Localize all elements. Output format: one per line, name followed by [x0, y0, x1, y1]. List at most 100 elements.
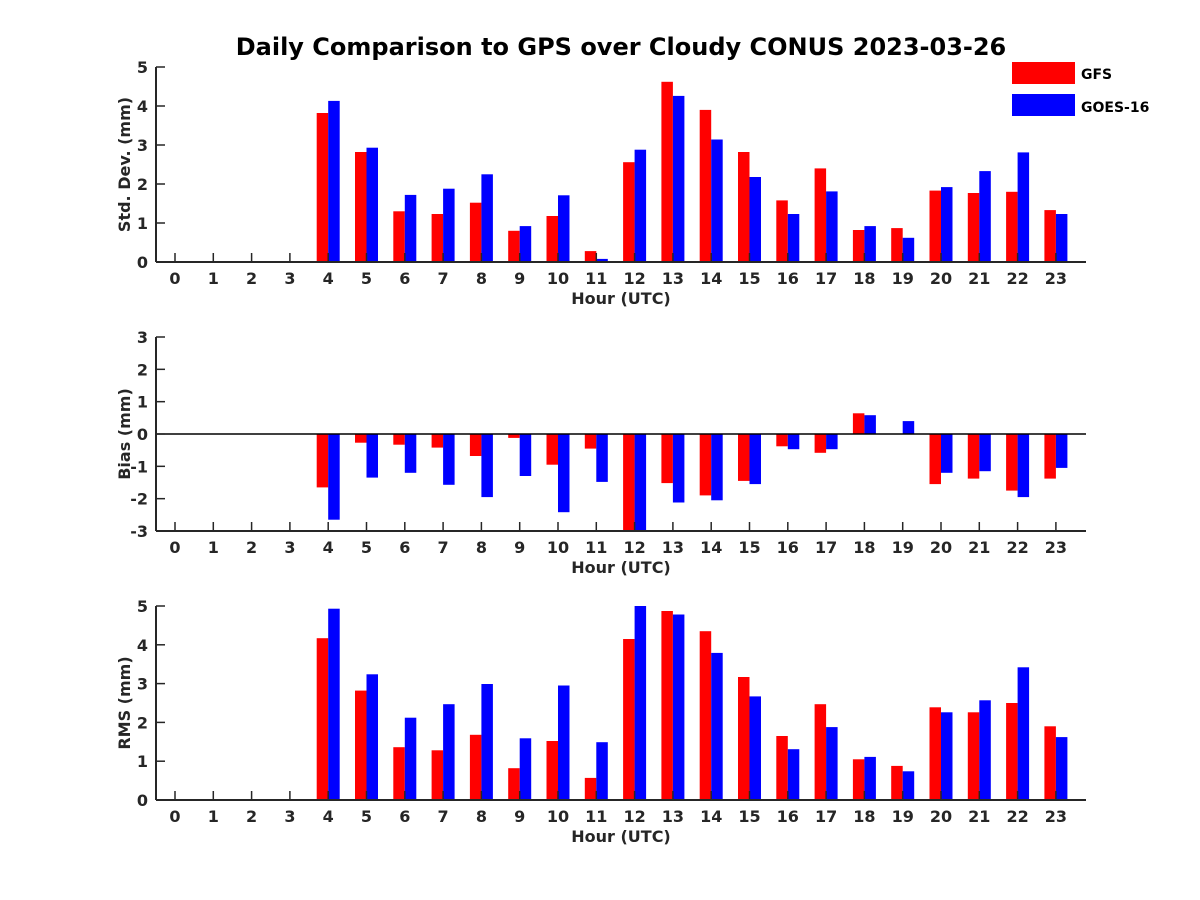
- bias-bar-goes16-15: [749, 434, 761, 485]
- bias-bar-goes16-14: [711, 434, 723, 501]
- bias-bar-goes16-16: [787, 434, 800, 450]
- std-dev-ytick-label: 0: [137, 253, 148, 272]
- bias-xtick-label: 0: [169, 538, 180, 557]
- bias-xtick-label: 9: [514, 538, 525, 557]
- bias-ytick-label: -2: [130, 490, 148, 509]
- std-dev-bar-gfs-23: [1044, 210, 1056, 262]
- std-dev-bar-goes16-13: [672, 95, 685, 263]
- rms-x-axis-label: Hour (UTC): [571, 827, 671, 846]
- bias-xtick-label: 14: [700, 538, 722, 557]
- bias-xtick-label: 4: [323, 538, 334, 557]
- std-dev-xtick-label: 14: [700, 269, 722, 288]
- bias-bar-goes16-13: [672, 434, 685, 503]
- bias-bar-gfs-7: [431, 434, 444, 448]
- std-dev-ytick-label: 3: [137, 136, 148, 155]
- std-dev-xtick-label: 21: [968, 269, 990, 288]
- std-dev-xtick-label: 1: [208, 269, 219, 288]
- std-dev-bar-goes16-7: [443, 188, 455, 262]
- bias-bar-gfs-10: [546, 434, 558, 465]
- std-dev-y-axis-label: Std. Dev. (mm): [115, 97, 134, 232]
- std-dev-bar-gfs-21: [967, 193, 980, 262]
- bias-x-axis-label: Hour (UTC): [571, 558, 671, 577]
- bias-xtick-label: 16: [777, 538, 799, 557]
- std-dev-bar-gfs-6: [393, 211, 405, 262]
- std-dev-bar-goes16-17: [826, 191, 838, 262]
- std-dev-xtick-label: 12: [623, 269, 645, 288]
- bias-bar-gfs-5: [355, 434, 367, 443]
- std-dev-xtick-label: 15: [738, 269, 760, 288]
- rms-xtick-label: 21: [968, 807, 990, 826]
- std-dev-xtick-label: 11: [585, 269, 607, 288]
- rms-bar-goes16-16: [787, 749, 800, 800]
- std-dev-bar-goes16-6: [404, 194, 417, 262]
- rms-bar-gfs-8: [469, 734, 482, 800]
- bias-bar-goes16-5: [366, 434, 378, 478]
- rms-xtick-label: 10: [547, 807, 569, 826]
- rms-ytick-label: 0: [137, 791, 148, 810]
- bias-bar-gfs-22: [1006, 434, 1018, 491]
- std-dev-xtick-label: 10: [547, 269, 569, 288]
- std-dev-ytick-label: 5: [137, 58, 148, 77]
- std-dev-xtick-label: 23: [1045, 269, 1067, 288]
- bias-bar-goes16-17: [826, 434, 838, 450]
- rms-xtick-label: 13: [662, 807, 684, 826]
- rms-bar-goes16-11: [596, 742, 608, 800]
- std-dev-xtick-label: 20: [930, 269, 952, 288]
- std-dev-xtick-label: 13: [662, 269, 684, 288]
- bias-ytick-label: -1: [130, 457, 148, 476]
- std-dev-bar-gfs-13: [661, 81, 673, 262]
- rms-xtick-label: 16: [777, 807, 799, 826]
- bias-bar-gfs-18: [852, 413, 865, 434]
- std-dev-bar-gfs-12: [623, 162, 635, 262]
- rms-xtick-label: 19: [892, 807, 914, 826]
- bias-ytick-label: 3: [137, 328, 148, 347]
- std-dev-bar-gfs-4: [316, 113, 329, 262]
- std-dev-bar-goes16-22: [1017, 152, 1030, 262]
- std-dev-xtick-label: 19: [892, 269, 914, 288]
- std-dev-xtick-label: 6: [399, 269, 410, 288]
- bias-bar-gfs-20: [929, 434, 941, 485]
- bias-bar-goes16-8: [481, 434, 493, 498]
- rms-xtick-label: 7: [438, 807, 449, 826]
- rms-xtick-label: 5: [361, 807, 372, 826]
- rms-bar-goes16-19: [902, 771, 915, 800]
- std-dev-bar-goes16-10: [558, 195, 570, 262]
- legend: GFS GOES-16: [1012, 62, 1149, 116]
- bias-bar-gfs-12: [623, 434, 635, 531]
- std-dev-xtick-label: 17: [815, 269, 837, 288]
- bias-bar-gfs-15: [738, 434, 750, 481]
- bias-xtick-label: 23: [1045, 538, 1067, 557]
- std-dev-bar-goes16-15: [749, 177, 761, 262]
- bias-xtick-label: 2: [246, 538, 257, 557]
- rms-bar-goes16-18: [864, 756, 876, 800]
- std-dev-bar-gfs-7: [431, 214, 444, 262]
- rms-bar-goes16-10: [558, 685, 570, 800]
- bias-y-axis-label: Bias (mm): [115, 388, 134, 480]
- rms-xtick-label: 22: [1006, 807, 1028, 826]
- std-dev-bar-goes16-18: [864, 226, 876, 262]
- rms-ytick-label: 3: [137, 675, 148, 694]
- rms-bar-gfs-23: [1044, 726, 1056, 800]
- rms-xtick-label: 23: [1045, 807, 1067, 826]
- bias-bar-goes16-6: [404, 434, 417, 473]
- std-dev-xtick-label: 8: [476, 269, 487, 288]
- rms-bar-gfs-18: [852, 759, 865, 800]
- std-dev-xtick-label: 22: [1006, 269, 1028, 288]
- std-dev-bar-goes16-8: [481, 174, 493, 263]
- bias-bar-gfs-9: [508, 434, 520, 438]
- rms-xtick-label: 3: [284, 807, 295, 826]
- rms-xtick-label: 11: [585, 807, 607, 826]
- std-dev-bar-gfs-9: [508, 230, 520, 262]
- std-dev-bar-goes16-20: [941, 187, 953, 262]
- rms-y-axis-label: RMS (mm): [115, 656, 134, 749]
- rms-bar-gfs-11: [584, 777, 597, 800]
- bias-bar-goes16-23: [1055, 434, 1068, 468]
- std-dev-bar-goes16-14: [711, 139, 723, 262]
- rms-bar-gfs-13: [661, 611, 673, 800]
- std-dev-bar-gfs-5: [355, 152, 367, 262]
- legend-swatch-goes16: [1012, 94, 1075, 116]
